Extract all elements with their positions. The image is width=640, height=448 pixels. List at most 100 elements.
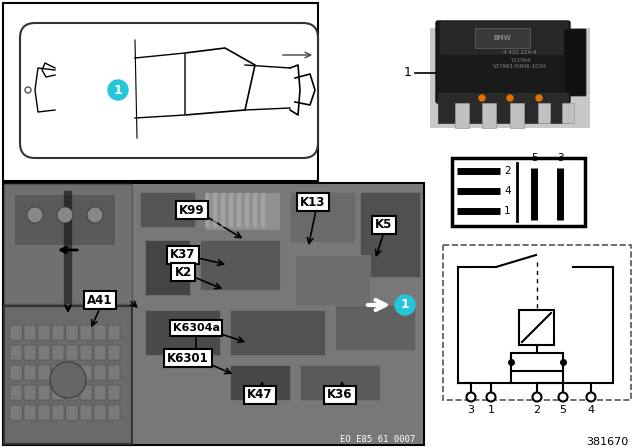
Bar xyxy=(94,325,106,340)
Text: 1: 1 xyxy=(404,66,412,79)
Bar xyxy=(52,345,64,360)
Bar xyxy=(300,365,380,400)
Bar xyxy=(15,195,115,245)
Bar xyxy=(38,345,50,360)
Bar xyxy=(10,365,22,380)
Text: 1: 1 xyxy=(504,206,511,216)
Polygon shape xyxy=(185,48,255,115)
Circle shape xyxy=(536,95,542,101)
Bar xyxy=(230,365,290,400)
Bar xyxy=(108,405,120,420)
FancyBboxPatch shape xyxy=(20,23,318,158)
FancyBboxPatch shape xyxy=(441,22,568,54)
Text: 1: 1 xyxy=(488,405,495,415)
Bar xyxy=(24,345,36,360)
Text: K13: K13 xyxy=(300,195,326,208)
Circle shape xyxy=(559,392,568,401)
Bar xyxy=(10,345,22,360)
Text: K47: K47 xyxy=(247,388,273,401)
Bar xyxy=(108,325,120,340)
Bar xyxy=(80,345,92,360)
Bar xyxy=(80,405,92,420)
Circle shape xyxy=(532,392,541,401)
Circle shape xyxy=(25,87,31,93)
Bar xyxy=(108,365,120,380)
Circle shape xyxy=(27,207,43,223)
Bar xyxy=(38,325,50,340)
Bar xyxy=(38,385,50,400)
Circle shape xyxy=(479,95,485,101)
Bar xyxy=(10,405,22,420)
Circle shape xyxy=(467,392,476,401)
Text: EO E85 61 0007: EO E85 61 0007 xyxy=(340,435,415,444)
Bar xyxy=(24,365,36,380)
Circle shape xyxy=(108,80,128,100)
Bar xyxy=(290,192,355,242)
Text: 3: 3 xyxy=(467,405,474,415)
Text: 4: 4 xyxy=(504,186,511,196)
Bar xyxy=(452,158,585,226)
Circle shape xyxy=(507,95,513,101)
Text: K99: K99 xyxy=(179,203,205,216)
Bar xyxy=(538,103,550,123)
Circle shape xyxy=(50,362,86,398)
Bar xyxy=(94,385,106,400)
Text: 1: 1 xyxy=(114,83,122,96)
Text: K36: K36 xyxy=(327,388,353,401)
Bar xyxy=(52,385,64,400)
Text: K5: K5 xyxy=(375,219,393,232)
Bar xyxy=(66,345,78,360)
Circle shape xyxy=(57,207,73,223)
Bar xyxy=(511,353,563,371)
Circle shape xyxy=(87,207,103,223)
Bar xyxy=(38,405,50,420)
Bar xyxy=(66,405,78,420)
Text: K6301: K6301 xyxy=(167,352,209,365)
Bar xyxy=(140,192,195,227)
Text: 2: 2 xyxy=(504,166,511,176)
Bar xyxy=(80,385,92,400)
Bar xyxy=(66,385,78,400)
Bar xyxy=(510,103,524,128)
Circle shape xyxy=(395,295,415,315)
Bar xyxy=(52,405,64,420)
Bar xyxy=(3,3,318,181)
Bar xyxy=(52,325,64,340)
Bar xyxy=(519,310,554,345)
Bar xyxy=(24,405,36,420)
Bar xyxy=(108,385,120,400)
Bar xyxy=(205,192,280,230)
Bar xyxy=(66,365,78,380)
Text: V1Y961-04N6-103A: V1Y961-04N6-103A xyxy=(493,65,547,69)
Bar xyxy=(94,365,106,380)
Bar xyxy=(94,345,106,360)
Bar xyxy=(443,245,631,400)
Bar xyxy=(80,325,92,340)
Text: 4 432 224-4: 4 432 224-4 xyxy=(503,51,537,56)
Bar xyxy=(94,405,106,420)
Polygon shape xyxy=(135,53,185,118)
Bar xyxy=(10,325,22,340)
Text: 5: 5 xyxy=(531,153,538,163)
FancyBboxPatch shape xyxy=(436,21,570,103)
Bar xyxy=(200,240,280,290)
Bar xyxy=(10,385,22,400)
Bar xyxy=(133,184,423,444)
Bar xyxy=(108,345,120,360)
Bar xyxy=(145,310,220,355)
Bar xyxy=(80,365,92,380)
Bar xyxy=(24,325,36,340)
Bar xyxy=(66,325,78,340)
Bar xyxy=(360,192,420,277)
Bar xyxy=(430,28,590,128)
Bar xyxy=(562,103,574,123)
Bar xyxy=(24,385,36,400)
Text: 1: 1 xyxy=(401,298,410,311)
Bar xyxy=(52,365,64,380)
Text: BMW: BMW xyxy=(493,35,511,41)
Circle shape xyxy=(586,392,595,401)
Text: 2: 2 xyxy=(533,405,541,415)
Text: K2: K2 xyxy=(174,266,191,279)
Bar xyxy=(38,365,50,380)
Bar xyxy=(295,255,370,305)
